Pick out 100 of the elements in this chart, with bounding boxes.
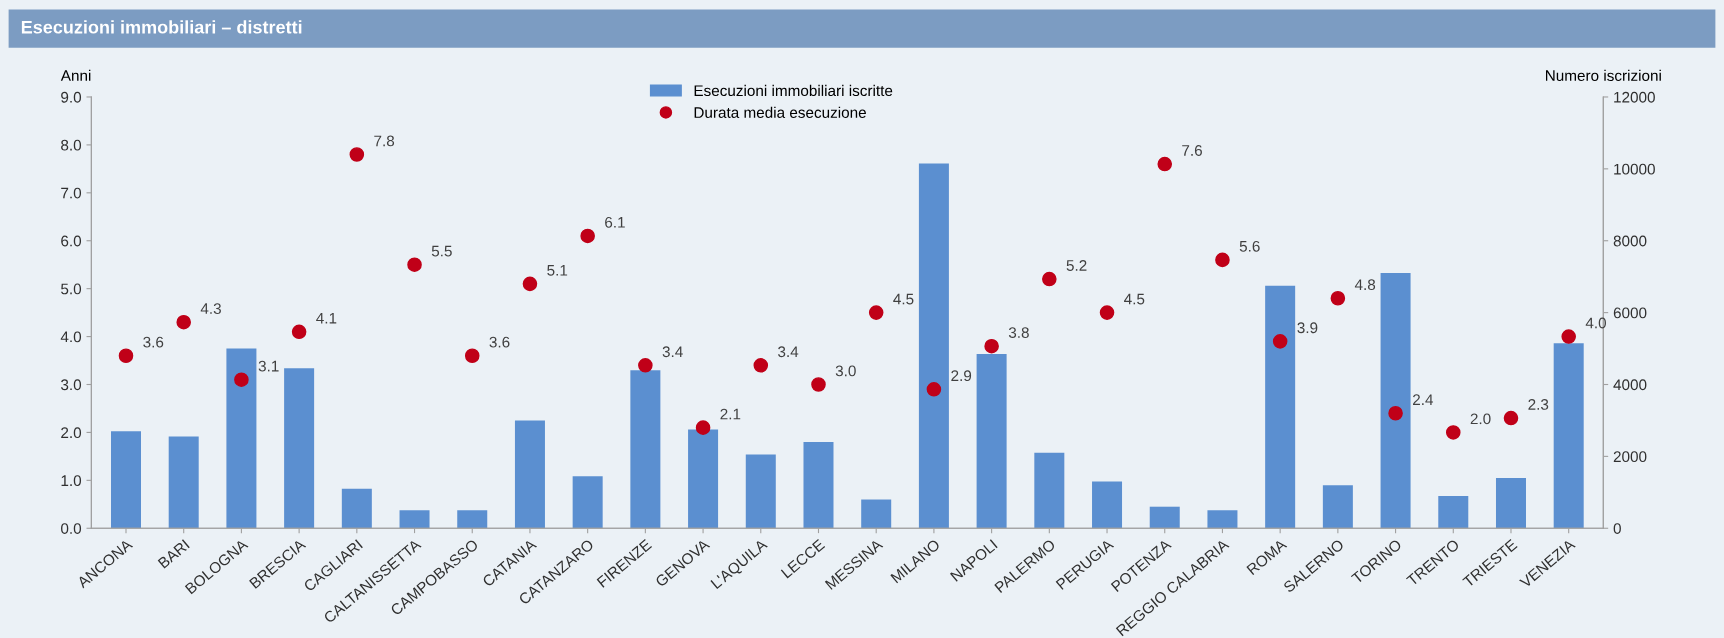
point (407, 257, 422, 272)
bar (1495, 477, 1526, 529)
y2-tick-label: 0 (1613, 523, 1621, 534)
point (1503, 410, 1519, 426)
data-label: 3.0 (835, 365, 856, 377)
y-tick-label: 1.0 (61, 475, 82, 487)
y-tick-label: 4.0 (60, 331, 82, 343)
point (1561, 329, 1576, 344)
data-label: 2.9 (951, 370, 972, 382)
data-label: 2.4 (1413, 394, 1434, 405)
data-label: 2.0 (1470, 413, 1491, 425)
y2-axis-title: Numero iscrizioni (1546, 69, 1661, 82)
data-label: 2.1 (720, 408, 741, 420)
bar (1265, 285, 1296, 529)
legend-label: Durata media esecuzione (694, 106, 866, 118)
data-label: 2.3 (1528, 399, 1549, 410)
bar (168, 436, 199, 529)
point (1042, 271, 1057, 287)
bar (284, 368, 315, 529)
data-label: 3.8 (1008, 327, 1029, 338)
data-label: 5.5 (431, 245, 452, 257)
point (811, 377, 826, 392)
bar (1092, 481, 1123, 529)
data-label: 5.6 (1239, 240, 1260, 252)
data-label: 6.1 (605, 216, 625, 228)
bar (457, 510, 488, 529)
point (695, 420, 711, 435)
point (984, 338, 999, 354)
data-label: 7.6 (1182, 145, 1202, 156)
bar (688, 429, 719, 529)
point (1330, 290, 1346, 306)
point (349, 147, 365, 162)
data-label: 5.2 (1066, 260, 1087, 271)
y-tick-label: 5.0 (61, 283, 82, 295)
bar (918, 163, 949, 529)
point (1445, 425, 1461, 440)
point (1099, 305, 1115, 320)
chart-title: Esecuzioni immobiliari – distretti (21, 20, 302, 34)
point (868, 305, 884, 320)
point (753, 358, 769, 373)
data-label: 3.6 (489, 336, 510, 348)
point (926, 382, 942, 397)
point (1272, 334, 1288, 349)
bar (1207, 510, 1238, 529)
bar (1553, 343, 1584, 529)
point (1157, 156, 1173, 172)
data-label: 4.1 (316, 312, 337, 324)
data-label: 4.8 (1354, 279, 1376, 291)
bar (226, 348, 257, 529)
bar (514, 420, 545, 529)
data-label: 4.0 (1585, 317, 1606, 329)
point (522, 276, 538, 292)
y2-tick-label: 2000 (1613, 451, 1647, 463)
bar (1322, 485, 1353, 529)
bar (803, 442, 834, 529)
point (118, 348, 134, 364)
y-tick-label: 9.0 (61, 91, 82, 103)
point (234, 372, 249, 387)
bar (861, 499, 892, 529)
point (1388, 405, 1403, 421)
y2-tick-label: 4000 (1613, 379, 1647, 391)
y-tick-label: 8.0 (61, 139, 82, 151)
y-tick-label: 2.0 (61, 427, 82, 439)
y2-tick-label: 12000 (1614, 91, 1655, 103)
point (1215, 252, 1230, 268)
data-label: 4.3 (200, 303, 221, 315)
bar (745, 454, 776, 529)
bar (1380, 273, 1411, 529)
bar (110, 431, 141, 529)
legend-label: Esecuzioni immobiliari iscritte (694, 84, 893, 97)
y-tick-label: 7.0 (61, 187, 82, 199)
point (464, 348, 480, 364)
bar (1034, 452, 1065, 529)
y2-tick-label: 8000 (1613, 235, 1647, 247)
y-tick-label: 0.0 (61, 523, 82, 534)
y-tick-label: 6.0 (61, 235, 82, 247)
bar (1438, 495, 1469, 529)
point (638, 358, 653, 373)
bar (1149, 506, 1180, 529)
data-label: 3.4 (662, 346, 683, 358)
bar (341, 488, 372, 529)
y2-tick-label: 6000 (1613, 307, 1647, 319)
bar (630, 370, 661, 529)
bar (399, 510, 430, 529)
bar (572, 476, 603, 529)
point (580, 228, 595, 244)
data-label: 4.5 (1124, 293, 1145, 305)
y2-tick-label: 10000 (1614, 163, 1655, 175)
data-label: 5.1 (547, 265, 568, 276)
point (176, 314, 191, 330)
point (291, 324, 307, 340)
data-label: 3.1 (258, 360, 279, 372)
bar (976, 353, 1007, 529)
y-axis-title: Anni (60, 69, 91, 81)
data-label: 3.9 (1297, 322, 1318, 334)
data-label: 4.5 (893, 293, 914, 305)
data-label: 3.6 (143, 336, 164, 348)
data-label: 7.8 (374, 135, 395, 147)
y-tick-label: 3.0 (61, 379, 82, 391)
data-label: 3.4 (778, 346, 799, 358)
